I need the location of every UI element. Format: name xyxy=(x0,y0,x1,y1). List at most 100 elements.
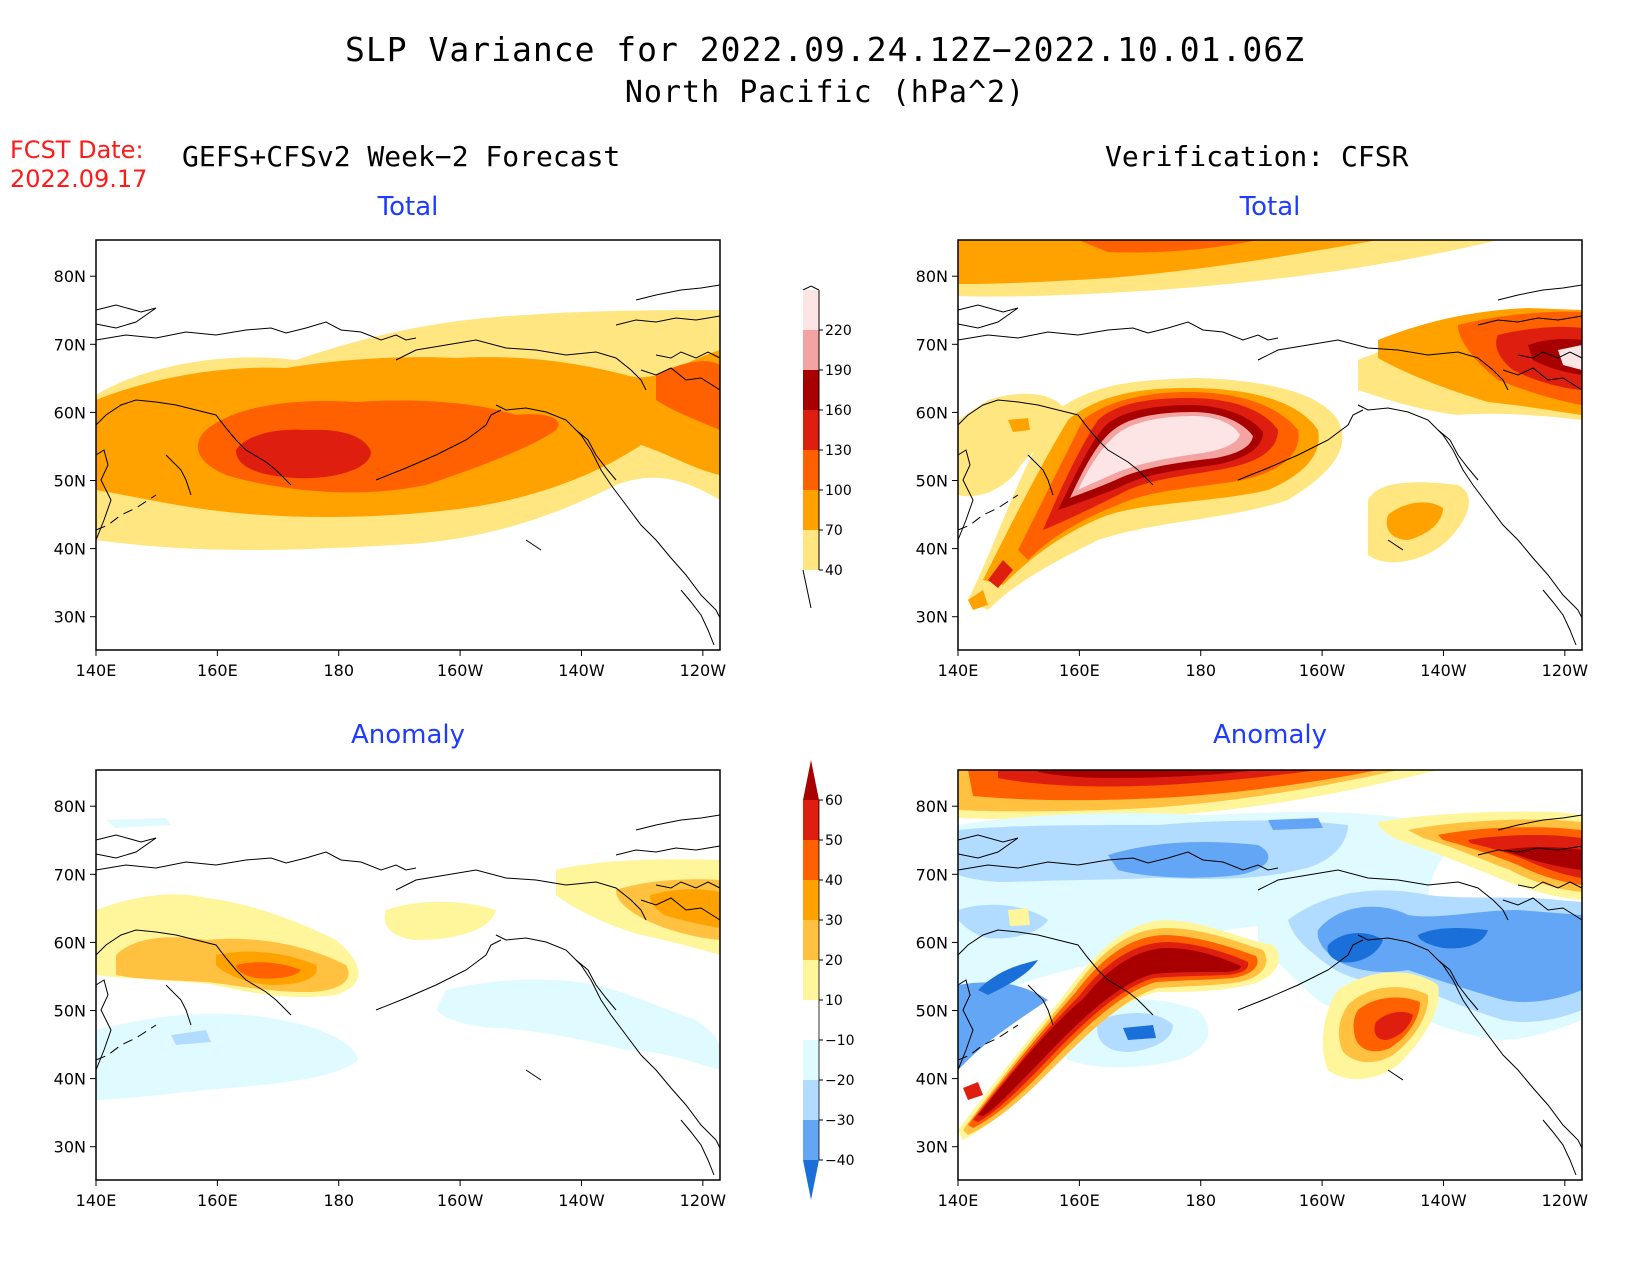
colorbar-anomaly-label: 50 xyxy=(825,833,843,849)
colorbar-anomaly-label: 40 xyxy=(825,873,843,889)
forecast-anomaly-title: Anomaly xyxy=(350,720,466,750)
forecast-anomaly-xtick-label: 180 xyxy=(323,1191,354,1210)
forecast-anomaly-ytick-label: 80N xyxy=(54,797,86,816)
forecast-total-xtick-label: 160W xyxy=(437,661,484,680)
forecast-anomaly-xtick-label: 160E xyxy=(197,1191,238,1210)
colorbar-anomaly-label: 30 xyxy=(825,913,843,929)
colorbar-anomaly-swatch xyxy=(803,960,819,1000)
axes-layer: 140E 160E 180 160W 140W 120W 80N 70N 60N 50N 40N 30… xyxy=(54,267,1589,1210)
fcst-date-label: FCST Date: xyxy=(10,136,144,164)
colorbar-anomaly-swatch xyxy=(803,880,819,920)
verification-total-map xyxy=(957,239,1583,651)
colorbar-total-top-cap xyxy=(802,285,820,291)
verification-total-ytick-label: 50N xyxy=(916,472,948,491)
colorbar-total-bottom-cap xyxy=(802,569,812,609)
forecast-total-ytick-label: 40N xyxy=(54,540,86,559)
verification-anomaly-ytick-label: 30N xyxy=(916,1138,948,1157)
verification-anomaly-xtick-label: 160E xyxy=(1059,1191,1100,1210)
colorbar-anomaly-swatch xyxy=(803,840,819,880)
forecast-total-ytick-label: 60N xyxy=(54,403,86,422)
forecast-anomaly-ytick-label: 30N xyxy=(54,1138,86,1157)
forecast-column-title: GEFS+CFSv2 Week−2 Forecast xyxy=(182,140,621,173)
forecast-total-xtick-label: 180 xyxy=(323,661,354,680)
verification-total-ytick-label: 30N xyxy=(916,608,948,627)
forecast-total-xtick-label: 120W xyxy=(680,661,727,680)
verification-total-title: Total xyxy=(1239,192,1301,222)
verification-total-xtick-label: 160E xyxy=(1059,661,1100,680)
colorbar-total-swatch xyxy=(803,530,819,570)
verification-anomaly-ytick-label: 40N xyxy=(916,1070,948,1089)
colorbar-anomaly-label: 10 xyxy=(825,993,843,1009)
colorbar-total-swatch xyxy=(803,410,819,450)
verification-anomaly-ytick-label: 70N xyxy=(916,865,948,884)
colorbar-total-label: 220 xyxy=(825,323,852,339)
forecast-total-map xyxy=(95,239,721,651)
verification-column-title: Verification: CFSR xyxy=(1105,140,1409,173)
colorbar-total-label: 40 xyxy=(825,563,843,579)
forecast-anomaly-ytick-label: 70N xyxy=(54,865,86,884)
colorbar-anomaly-label: −40 xyxy=(825,1153,855,1169)
verification-anomaly-title: Anomaly xyxy=(1212,720,1328,750)
colorbar-anomaly: 60 50 40 30 20 10 −10 −20 −30 −40 xyxy=(803,760,855,1200)
forecast-total-xtick-label: 160E xyxy=(197,661,238,680)
verification-total-ytick-label: 80N xyxy=(916,267,948,286)
verification-anomaly-ytick-label: 50N xyxy=(916,1002,948,1021)
colorbar-anomaly-label: −10 xyxy=(825,1033,855,1049)
forecast-total-xtick-label: 140E xyxy=(76,661,117,680)
main-subtitle: North Pacific (hPa^2) xyxy=(624,75,1026,110)
verification-anomaly-xtick-label: 140E xyxy=(938,1191,979,1210)
forecast-anomaly-xtick-label: 140E xyxy=(76,1191,117,1210)
colorbar-total: 220 190 160 130 100 70 40 xyxy=(802,285,852,609)
forecast-anomaly-xtick-label: 120W xyxy=(680,1191,727,1210)
verification-anomaly-xtick-label: 160W xyxy=(1299,1191,1346,1210)
forecast-total-title: Total xyxy=(377,192,439,222)
forecast-anomaly-ytick-label: 50N xyxy=(54,1002,86,1021)
verification-anomaly-ytick-label: 80N xyxy=(916,797,948,816)
colorbar-anomaly-label: −30 xyxy=(825,1113,855,1129)
colorbar-total-label: 160 xyxy=(825,403,852,419)
verification-total-xtick-label: 180 xyxy=(1185,661,1216,680)
colorbar-anomaly-swatch xyxy=(803,1040,819,1080)
colorbar-total-label: 70 xyxy=(825,523,843,539)
fcst-date-value: 2022.09.17 xyxy=(10,165,148,193)
forecast-anomaly-xtick-label: 140W xyxy=(558,1191,605,1210)
colorbar-total-label: 100 xyxy=(825,483,852,499)
verification-total-ytick-label: 70N xyxy=(916,335,948,354)
colorbar-anomaly-swatch xyxy=(803,800,819,840)
verification-anomaly-ytick-label: 60N xyxy=(916,933,948,952)
verification-total-ytick-label: 60N xyxy=(916,403,948,422)
colorbar-anomaly-swatch xyxy=(803,1120,819,1160)
verification-total-xtick-label: 140W xyxy=(1420,661,1467,680)
verification-anomaly-xtick-label: 120W xyxy=(1542,1191,1589,1210)
colorbar-total-swatch xyxy=(803,330,819,370)
forecast-total-ytick-label: 80N xyxy=(54,267,86,286)
colorbar-anomaly-label: −20 xyxy=(825,1073,855,1089)
colorbar-total-label: 130 xyxy=(825,443,852,459)
colorbar-total-swatch xyxy=(803,450,819,490)
colorbar-anomaly-swatch xyxy=(803,1000,819,1040)
forecast-anomaly-map xyxy=(95,769,721,1181)
verification-anomaly-xtick-label: 140W xyxy=(1420,1191,1467,1210)
colorbar-anomaly-swatch xyxy=(803,920,819,960)
verification-anomaly-map xyxy=(957,769,1583,1181)
verification-total-xtick-label: 140E xyxy=(938,661,979,680)
colorbar-total-swatch xyxy=(803,290,819,330)
verification-total-ytick-label: 40N xyxy=(916,540,948,559)
colorbar-total-swatch xyxy=(803,490,819,530)
verification-total-xtick-label: 120W xyxy=(1542,661,1589,680)
forecast-total-xtick-label: 140W xyxy=(558,661,605,680)
colorbar-total-swatch xyxy=(803,370,819,410)
main-title: SLP Variance for 2022.09.24.12Z−2022.10.… xyxy=(345,30,1305,69)
forecast-total-ytick-label: 30N xyxy=(54,608,86,627)
forecast-anomaly-ytick-label: 60N xyxy=(54,933,86,952)
forecast-total-ytick-label: 50N xyxy=(54,472,86,491)
colorbar-anomaly-label: 20 xyxy=(825,953,843,969)
colorbar-anomaly-swatch xyxy=(803,1080,819,1120)
forecast-anomaly-ytick-label: 40N xyxy=(54,1070,86,1089)
colorbar-anomaly-label: 60 xyxy=(825,793,843,809)
colorbar-anomaly-top-triangle xyxy=(803,760,819,800)
colorbar-anomaly-bottom-triangle xyxy=(803,1160,819,1200)
verification-total-xtick-label: 160W xyxy=(1299,661,1346,680)
forecast-total-ytick-label: 70N xyxy=(54,335,86,354)
